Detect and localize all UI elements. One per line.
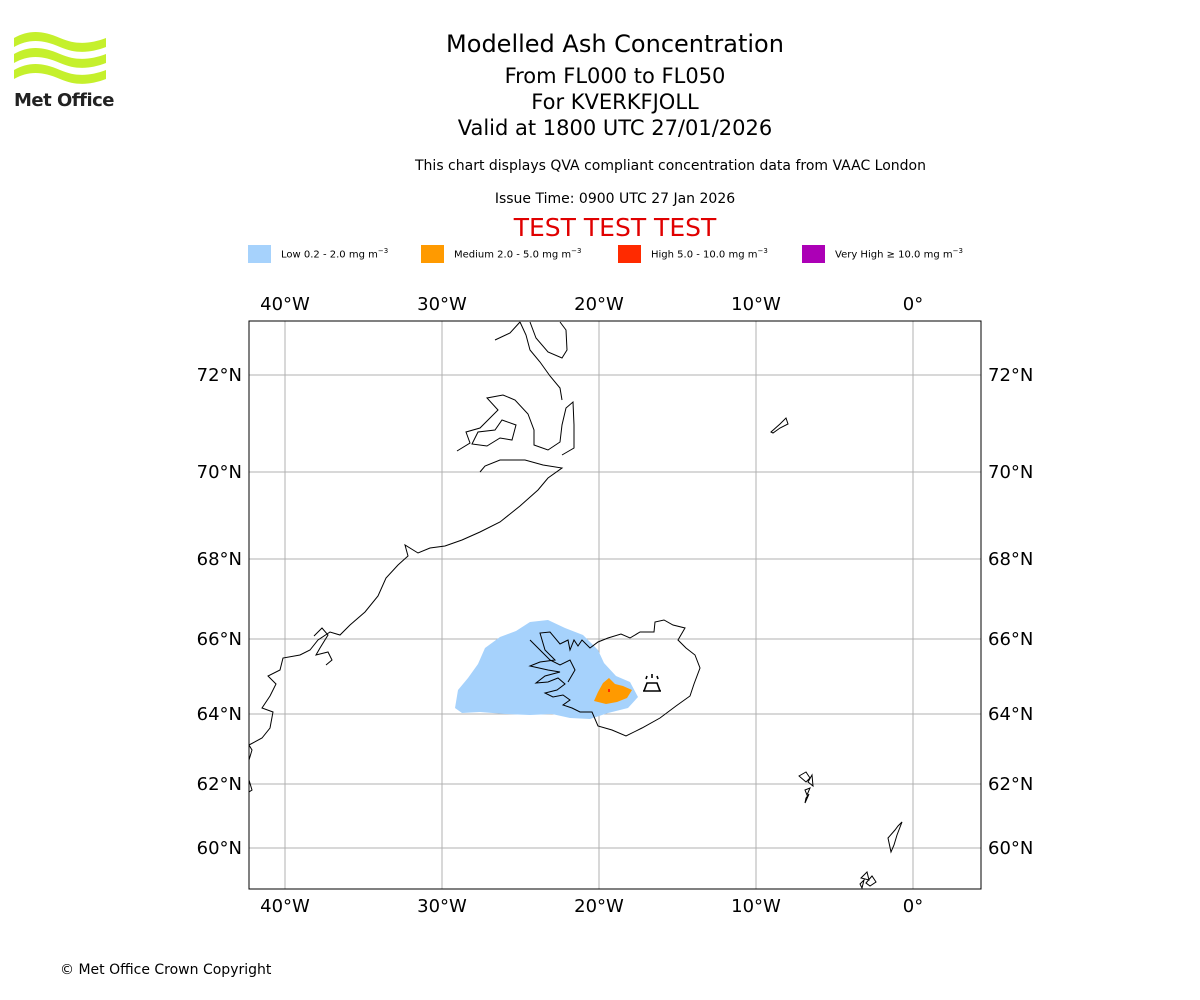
coastline-greenland-fjords bbox=[249, 321, 575, 761]
legend-item-medium: Medium 2.0 - 5.0 mg m−3 bbox=[421, 244, 581, 264]
lat-label-right: 72°N bbox=[988, 365, 1033, 386]
legend-item-high: High 5.0 - 10.0 mg m−3 bbox=[618, 244, 768, 264]
map-frame bbox=[248, 320, 982, 890]
ash-cloud-medium bbox=[594, 678, 632, 704]
lon-label-bottom: 20°W bbox=[574, 896, 624, 917]
legend-label-low: Low 0.2 - 2.0 mg m−3 bbox=[281, 247, 389, 261]
coastline-orkney bbox=[859, 871, 877, 889]
ash-cloud-high-spot bbox=[608, 689, 610, 692]
lon-label-top: 30°W bbox=[417, 294, 467, 315]
lat-label-left: 62°N bbox=[197, 774, 242, 795]
met-office-waves-icon bbox=[14, 32, 106, 84]
lat-label-right: 70°N bbox=[988, 462, 1033, 483]
lat-label-right: 64°N bbox=[988, 704, 1033, 725]
lat-label-left: 60°N bbox=[197, 838, 242, 859]
volcano-name: For KVERKFJOLL bbox=[531, 90, 699, 114]
flight-levels: From FL000 to FL050 bbox=[504, 64, 726, 88]
lon-label-bottom: 40°W bbox=[260, 896, 310, 917]
coastline-greenland bbox=[249, 459, 564, 746]
lat-label-right: 66°N bbox=[988, 629, 1033, 650]
lon-label-bottom: 30°W bbox=[417, 896, 467, 917]
met-office-wordmark: Met Office bbox=[14, 90, 115, 111]
gridlines bbox=[249, 321, 981, 889]
lon-label-top: 0° bbox=[903, 294, 923, 315]
coastline-shetland bbox=[887, 821, 903, 854]
legend-label-high: High 5.0 - 10.0 mg m−3 bbox=[651, 247, 768, 261]
validity-time: Valid at 1800 UTC 27/01/2026 bbox=[457, 116, 773, 140]
compliance-note: This chart displays QVA compliant concen… bbox=[415, 158, 926, 174]
lat-label-left: 72°N bbox=[197, 365, 242, 386]
coastline-greenland-south bbox=[249, 627, 333, 793]
legend-label-medium: Medium 2.0 - 5.0 mg m−3 bbox=[454, 247, 582, 261]
lat-label-left: 66°N bbox=[197, 629, 242, 650]
coastline-jan-mayen bbox=[770, 417, 789, 434]
coastline-faroe-islands bbox=[798, 771, 814, 804]
issue-time: Issue Time: 0900 UTC 27 Jan 2026 bbox=[494, 191, 736, 207]
legend-label-very-high: Very High ≥ 10.0 mg m−3 bbox=[835, 247, 963, 261]
legend-swatch-medium bbox=[421, 245, 444, 263]
copyright-notice: © Met Office Crown Copyright bbox=[60, 962, 272, 978]
lat-label-left: 68°N bbox=[197, 549, 242, 570]
legend-swatch-high bbox=[618, 245, 641, 263]
lon-label-bottom: 0° bbox=[903, 896, 923, 917]
lat-label-right: 60°N bbox=[988, 838, 1033, 859]
lat-label-left: 64°N bbox=[197, 704, 242, 725]
coastline-iceland bbox=[528, 619, 701, 737]
chart-title: Modelled Ash Concentration bbox=[446, 30, 784, 58]
met-office-logo: Met Office bbox=[14, 30, 115, 114]
lon-label-top: 20°W bbox=[574, 294, 624, 315]
legend-swatch-very-high bbox=[802, 245, 825, 263]
lon-label-top: 10°W bbox=[731, 294, 781, 315]
legend-swatch-low bbox=[248, 245, 271, 263]
coastline-iceland-northwest bbox=[529, 639, 576, 683]
lat-label-right: 62°N bbox=[988, 774, 1033, 795]
lat-label-left: 70°N bbox=[197, 462, 242, 483]
lon-label-top: 40°W bbox=[260, 294, 310, 315]
legend-item-very-high: Very High ≥ 10.0 mg m−3 bbox=[802, 244, 963, 264]
volcano-icon bbox=[643, 674, 661, 692]
legend-item-low: Low 0.2 - 2.0 mg m−3 bbox=[248, 244, 388, 264]
test-banner: TEST TEST TEST bbox=[513, 213, 717, 242]
lat-label-right: 68°N bbox=[988, 549, 1033, 570]
lon-label-bottom: 10°W bbox=[731, 896, 781, 917]
